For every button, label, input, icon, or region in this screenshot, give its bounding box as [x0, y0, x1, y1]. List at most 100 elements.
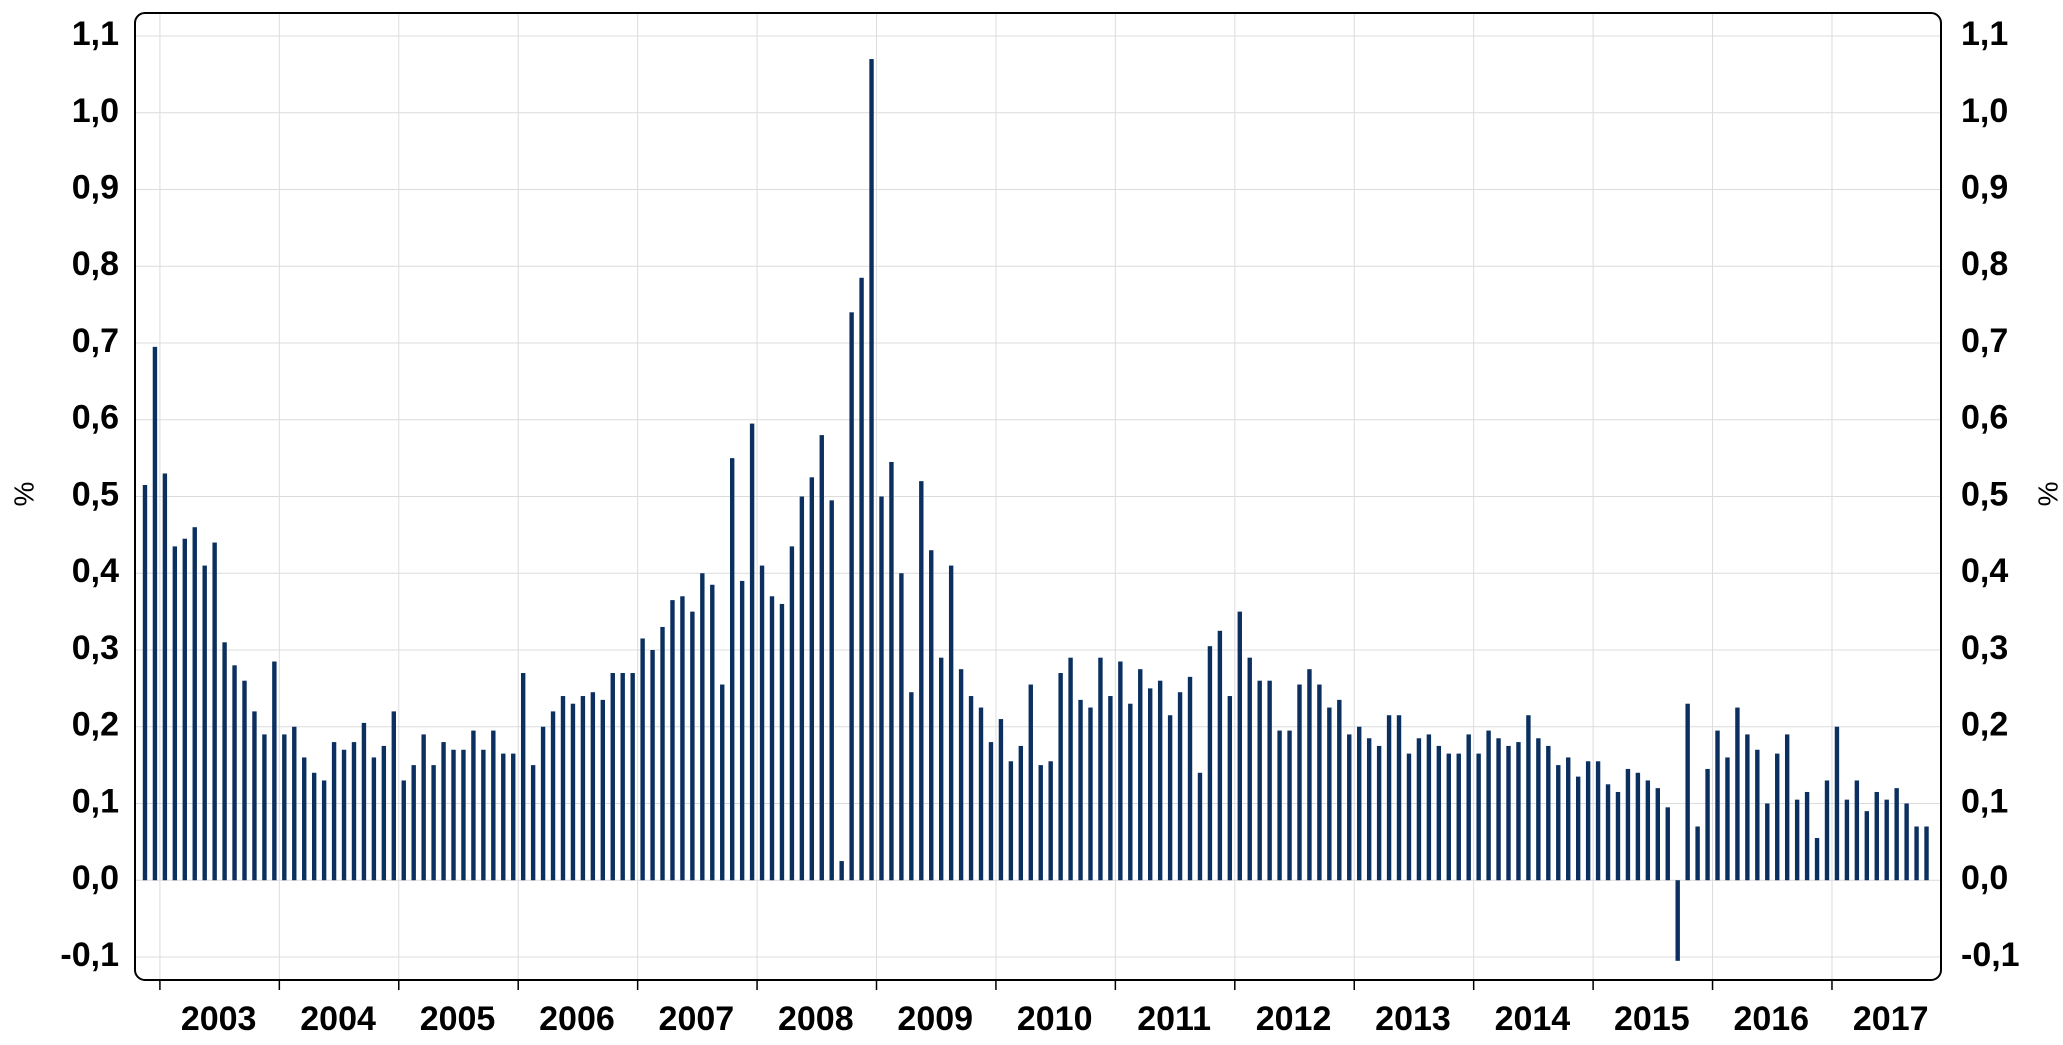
- bar: [262, 734, 267, 881]
- bar: [1884, 799, 1889, 881]
- grid: [135, 13, 1941, 980]
- bar: [720, 684, 725, 881]
- bar: [1207, 646, 1213, 881]
- bar: [351, 742, 357, 881]
- y-tick-label: 0,4: [72, 552, 119, 590]
- bar: [1177, 692, 1183, 881]
- bar: [640, 638, 645, 881]
- y-tick-label: -0,1: [60, 936, 119, 974]
- x-tick-label: 2009: [897, 1000, 973, 1038]
- bar: [610, 673, 615, 881]
- bar: [1068, 657, 1073, 881]
- bar: [1575, 776, 1581, 881]
- bar: [1028, 684, 1033, 881]
- bar: [1556, 765, 1561, 881]
- bar: [690, 611, 695, 881]
- y2-tick-label: 0,6: [1961, 399, 2008, 437]
- y-tick-label: 0,0: [72, 859, 119, 897]
- bar: [978, 707, 984, 881]
- y2-tick-label: 0,0: [1961, 859, 2008, 897]
- bar: [371, 757, 377, 881]
- bar: [1217, 630, 1223, 881]
- y-tick-label: 0,6: [72, 399, 119, 437]
- bar: [899, 573, 904, 881]
- bar: [1167, 715, 1173, 881]
- bar: [1894, 788, 1899, 881]
- bar: [1376, 745, 1382, 881]
- y-tick-label: 0,7: [72, 322, 119, 360]
- bar: [749, 423, 755, 881]
- bar: [302, 757, 307, 881]
- x-tick-label: 2004: [300, 1000, 376, 1038]
- bar: [1327, 707, 1332, 881]
- bar: [1366, 738, 1372, 881]
- bar: [1386, 715, 1392, 881]
- y-tick-label: 1,0: [72, 92, 119, 130]
- bar: [1337, 699, 1342, 881]
- bar: [1098, 657, 1103, 881]
- bar: [1585, 761, 1591, 881]
- bar: [1775, 753, 1780, 881]
- bar: [1187, 676, 1193, 881]
- bar: [1267, 680, 1272, 881]
- bar: [620, 673, 625, 881]
- bar: [809, 477, 815, 881]
- bar: [172, 546, 178, 881]
- bar: [1297, 684, 1302, 881]
- x-tick-label: 2012: [1256, 1000, 1332, 1038]
- y-tick-label: 1,1: [72, 15, 119, 53]
- bar: [1396, 715, 1402, 881]
- bar: [162, 473, 168, 881]
- bar: [391, 711, 396, 881]
- bar: [1844, 799, 1850, 881]
- bar: [1088, 707, 1093, 881]
- bar: [481, 749, 486, 881]
- bar: [212, 542, 217, 881]
- bar: [1237, 611, 1242, 881]
- bar: [1148, 688, 1153, 881]
- bar: [700, 573, 705, 881]
- y2-axis-title: %: [2033, 482, 2063, 507]
- bar: [849, 312, 854, 881]
- bar: [968, 696, 974, 881]
- bar: [779, 603, 785, 881]
- bar: [938, 657, 944, 881]
- y-tick-label: 0,9: [72, 169, 119, 207]
- bar: [1924, 826, 1929, 881]
- bar: [560, 696, 566, 881]
- bar: [1018, 745, 1024, 881]
- x-tick-label: 2010: [1017, 1000, 1093, 1038]
- bar: [520, 673, 526, 881]
- y2-tick-label: 0,3: [1961, 629, 2008, 667]
- bar: [321, 780, 327, 881]
- x-tick-label: 2003: [181, 1000, 257, 1038]
- bar: [331, 742, 337, 881]
- bar: [839, 861, 844, 881]
- bar: [501, 753, 506, 881]
- bar: [769, 596, 775, 881]
- bar: [152, 346, 158, 881]
- bar: [232, 665, 237, 881]
- y2-tick-label: 0,9: [1961, 169, 2008, 207]
- bar: [1406, 753, 1412, 881]
- bar: [869, 59, 874, 881]
- bar: [710, 584, 715, 881]
- bar: [799, 496, 805, 881]
- bar: [461, 749, 466, 881]
- bar: [142, 484, 148, 881]
- bar: [1486, 730, 1491, 881]
- bar: [1615, 791, 1621, 881]
- bar: [1794, 799, 1800, 881]
- bar: [1347, 734, 1352, 881]
- bar: [660, 626, 665, 881]
- bar: [1157, 680, 1163, 881]
- y-tick-label: 0,3: [72, 629, 119, 667]
- bar: [1008, 761, 1014, 881]
- bar: [889, 461, 894, 881]
- bar: [1854, 780, 1860, 881]
- bar: [789, 546, 795, 881]
- bar: [1605, 784, 1611, 881]
- bar: [311, 772, 317, 881]
- bar: [958, 669, 964, 881]
